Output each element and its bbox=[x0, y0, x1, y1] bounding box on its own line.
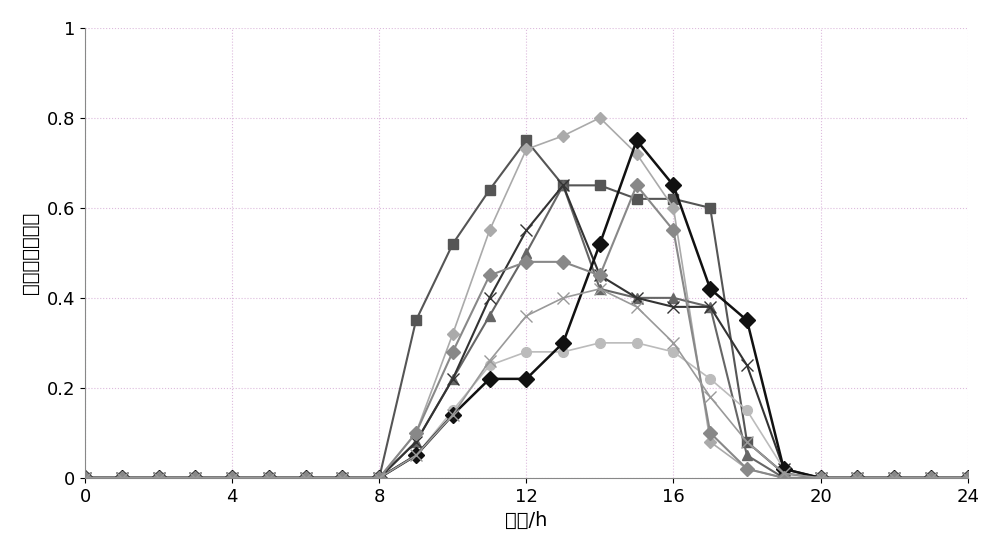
X-axis label: 时间/h: 时间/h bbox=[505, 511, 548, 530]
Y-axis label: 光伏出力标幺値: 光伏出力标幺値 bbox=[21, 212, 40, 294]
